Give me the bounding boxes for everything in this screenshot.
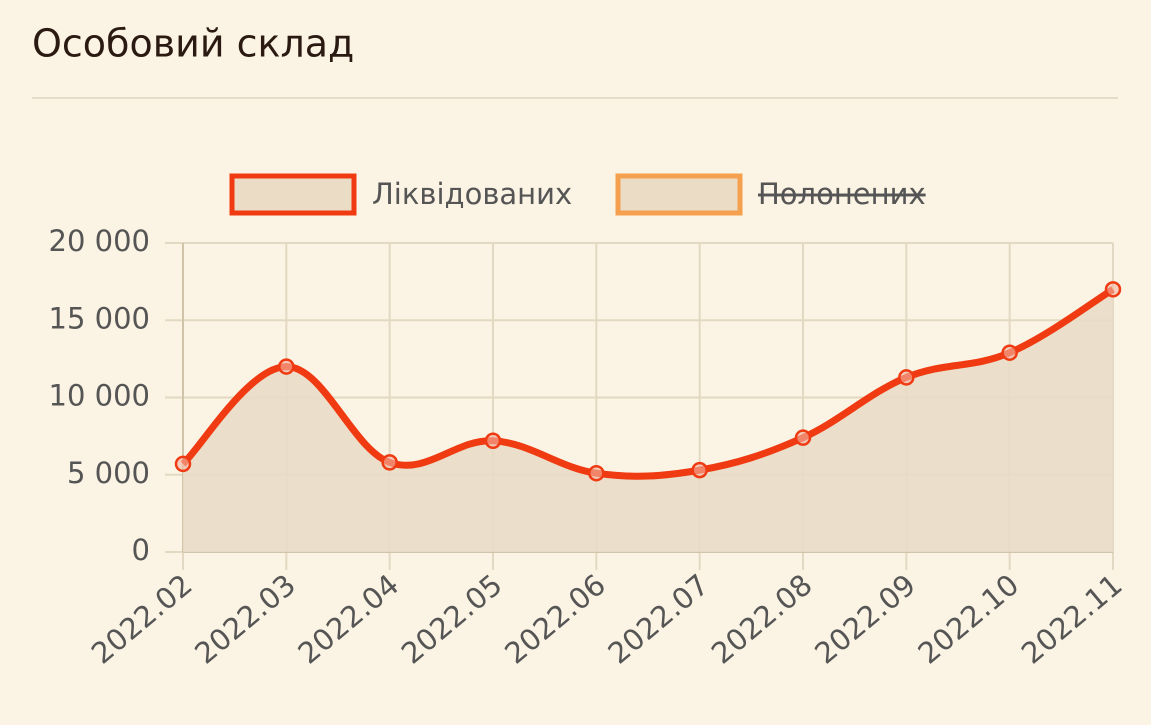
point bbox=[898, 369, 915, 386]
y-tick-label: 10 000 bbox=[49, 379, 150, 413]
point bbox=[381, 454, 398, 471]
legend-label[interactable]: Полонених bbox=[758, 177, 926, 211]
y-tick-label: 15 000 bbox=[49, 301, 150, 335]
x-tick-label: 2022.11 bbox=[1015, 567, 1129, 670]
point bbox=[588, 464, 605, 482]
x-tick-label: 2022.08 bbox=[705, 567, 819, 670]
point bbox=[691, 461, 708, 479]
x-tick-label: 2022.04 bbox=[292, 567, 406, 670]
x-tick-label: 2022.02 bbox=[85, 567, 199, 670]
point bbox=[1104, 281, 1122, 298]
y-tick-label: 5 000 bbox=[67, 456, 150, 490]
x-tick-label: 2022.10 bbox=[912, 567, 1026, 670]
x-tick-label: 2022.05 bbox=[395, 567, 509, 670]
legend-swatch[interactable] bbox=[229, 173, 357, 216]
x-tick-label: 2022.03 bbox=[188, 567, 302, 670]
point bbox=[484, 432, 502, 450]
x-tick-label: 2022.09 bbox=[808, 567, 922, 670]
y-tick-label: 0 bbox=[132, 533, 150, 567]
point bbox=[794, 429, 812, 446]
point bbox=[1001, 344, 1018, 361]
y-tick-label: 20 000 bbox=[49, 224, 150, 258]
legend-label[interactable]: Ліквідованих bbox=[372, 177, 572, 211]
x-tick-label: 2022.07 bbox=[602, 567, 716, 670]
x-tick-label: 2022.06 bbox=[498, 567, 612, 670]
point bbox=[278, 358, 295, 375]
legend-swatch[interactable] bbox=[615, 173, 743, 216]
chart-title: Особовий склад bbox=[32, 22, 354, 66]
area bbox=[183, 289, 1113, 552]
line bbox=[180, 286, 1115, 480]
point bbox=[174, 455, 192, 473]
